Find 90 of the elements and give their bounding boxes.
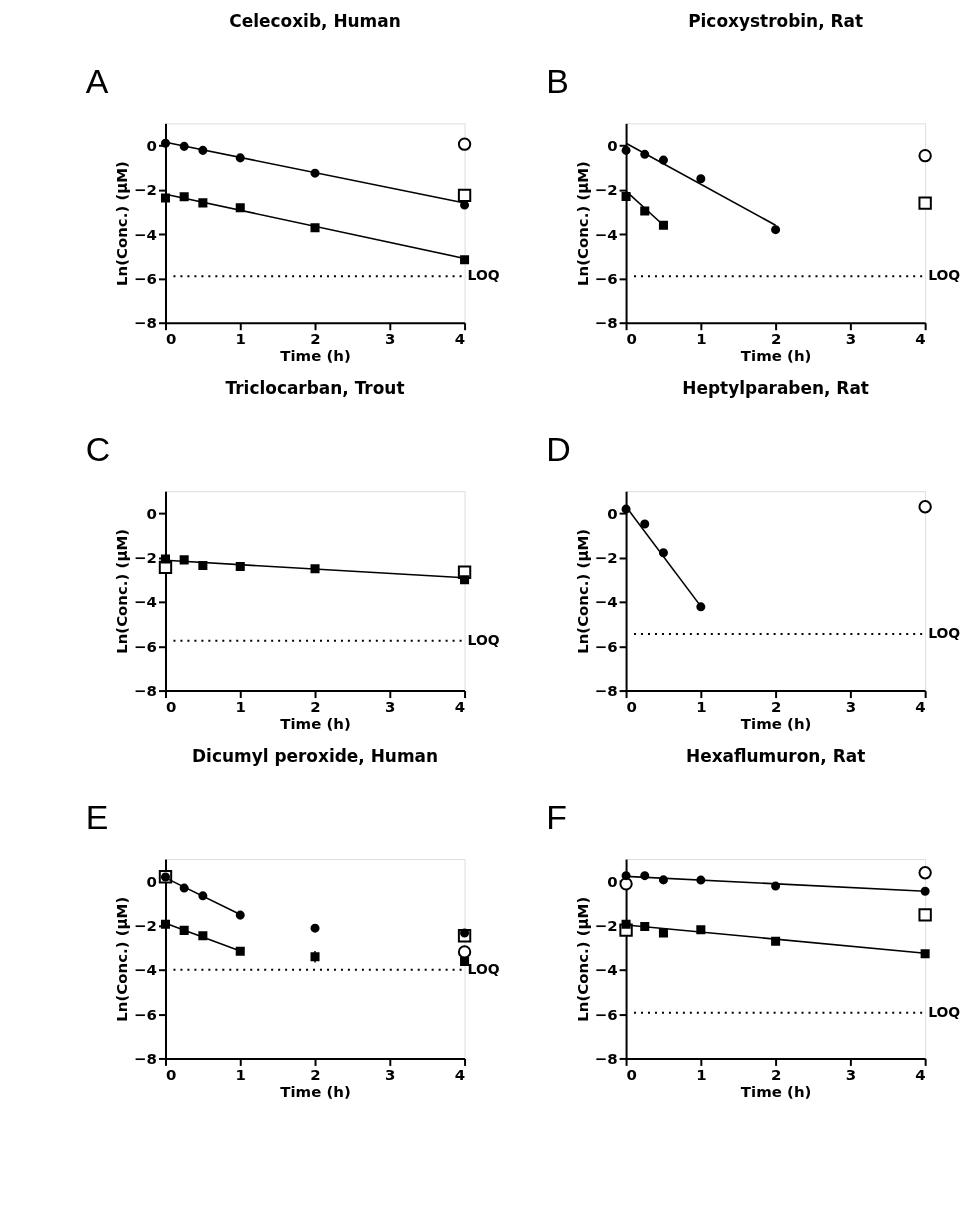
x-tick-label: 2 (770, 1065, 782, 1084)
ref-line-label: LOQ (467, 631, 500, 648)
x-axis-title: Time (h) (280, 347, 351, 366)
y-axis-title: Ln(Conc.) (μM) (573, 161, 592, 286)
x-tick-label: 1 (696, 330, 707, 349)
y-tick-label: 0 (607, 504, 618, 523)
y-axis-title: Ln(Conc.) (μM) (113, 896, 132, 1022)
y-axis-title: Ln(Conc.) (μM) (113, 161, 132, 286)
chart-title: Picoxystrobin, Rat (688, 10, 864, 31)
x-tick-label: 0 (626, 1065, 637, 1084)
x-tick-label: 4 (915, 330, 926, 349)
y-tick-label: −6 (134, 269, 158, 288)
x-tick-label: 2 (310, 698, 321, 717)
chart-title: Triclocarban, Trout (225, 378, 405, 399)
y-tick-label: −8 (134, 1049, 158, 1068)
x-axis-title: Time (h) (280, 714, 351, 733)
y-tick-label: −6 (594, 637, 618, 656)
x-tick-label: 3 (845, 330, 857, 349)
y-tick-label: −2 (594, 549, 618, 568)
x-tick-label: 1 (696, 698, 707, 717)
x-axis-title: Time (h) (740, 1082, 812, 1101)
ref-line-label: LOQ (928, 1003, 961, 1020)
x-tick-label: 0 (626, 698, 637, 717)
x-tick-label: 1 (235, 698, 246, 717)
x-tick-label: 0 (165, 698, 177, 717)
x-tick-label: 0 (626, 330, 637, 349)
y-tick-label: −2 (134, 181, 158, 200)
x-tick-label: 2 (770, 330, 782, 349)
x-tick-label: 3 (845, 698, 857, 717)
y-tick-label: 0 (607, 872, 618, 891)
y-tick-label: −2 (134, 917, 158, 935)
x-axis-title: Time (h) (280, 1082, 351, 1101)
x-tick-label: 4 (454, 330, 466, 349)
y-tick-label: 0 (146, 872, 158, 891)
ref-line-label: LOQ (928, 267, 961, 284)
y-tick-label: −4 (594, 961, 618, 980)
y-tick-label: −8 (594, 682, 618, 701)
y-tick-label: −2 (134, 549, 158, 568)
y-tick-label: −2 (594, 917, 618, 935)
y-tick-label: −4 (134, 961, 158, 980)
y-tick-label: −6 (134, 637, 158, 656)
y-tick-label: 0 (607, 136, 618, 155)
y-tick-label: 0 (146, 136, 158, 155)
y-axis-title: Ln(Conc.) (μM) (573, 896, 592, 1022)
text: B (546, 62, 569, 101)
chart-title: Hexaflumuron, Rat (685, 746, 866, 767)
x-tick-label: 3 (385, 330, 396, 349)
ref-line-label: LOQ (467, 960, 500, 977)
x-tick-label: 4 (915, 1065, 926, 1084)
text: D (546, 430, 571, 469)
x-tick-label: 1 (696, 1065, 707, 1084)
ref-line-label: LOQ (928, 625, 961, 642)
y-tick-label: −8 (134, 682, 158, 701)
ref-line-label: LOQ (467, 267, 500, 284)
text: F (546, 798, 568, 837)
text: C (85, 430, 111, 469)
x-tick-label: 1 (235, 1065, 246, 1084)
x-axis-title: Time (h) (740, 347, 812, 366)
x-tick-label: 3 (385, 1065, 396, 1084)
chart-title: Heptylparaben, Rat (682, 378, 869, 399)
x-tick-label: 2 (310, 1065, 321, 1084)
x-tick-label: 0 (165, 1065, 177, 1084)
y-tick-label: −8 (594, 1049, 618, 1068)
x-tick-label: 3 (385, 698, 396, 717)
x-tick-label: 4 (454, 1065, 466, 1084)
y-tick-label: −2 (594, 181, 618, 200)
x-tick-label: 1 (235, 330, 246, 349)
x-axis-title: Time (h) (740, 714, 812, 733)
y-tick-label: −6 (134, 1005, 158, 1024)
y-tick-label: −6 (594, 269, 618, 288)
y-tick-label: −6 (594, 1005, 618, 1024)
y-tick-label: −4 (134, 593, 158, 612)
y-tick-label: 0 (146, 504, 158, 523)
x-tick-label: 4 (915, 698, 926, 717)
x-tick-label: 3 (845, 1065, 857, 1084)
chart-title: Celecoxib, Human (229, 10, 401, 31)
chart-title: Dicumyl peroxide, Human (192, 746, 439, 767)
y-tick-label: −4 (594, 225, 618, 244)
text: E (85, 798, 109, 837)
y-tick-label: −4 (134, 225, 158, 244)
y-tick-label: −8 (594, 314, 618, 333)
x-tick-label: 4 (454, 698, 466, 717)
x-tick-label: 2 (770, 698, 782, 717)
y-axis-title: Ln(Conc.) (μM) (113, 528, 132, 654)
y-tick-label: −4 (594, 593, 618, 612)
x-tick-label: 0 (165, 330, 177, 349)
y-axis-title: Ln(Conc.) (μM) (573, 528, 592, 654)
text: A (85, 62, 109, 101)
y-tick-label: −8 (134, 314, 158, 333)
x-tick-label: 2 (310, 330, 321, 349)
